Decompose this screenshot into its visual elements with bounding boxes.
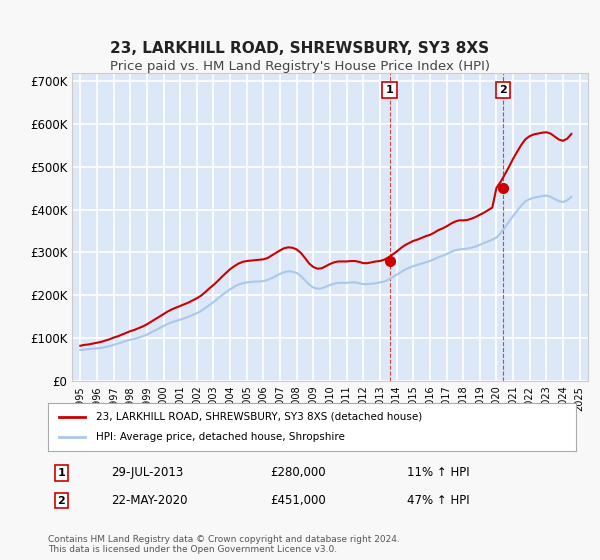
Text: 23, LARKHILL ROAD, SHREWSBURY, SY3 8XS (detached house): 23, LARKHILL ROAD, SHREWSBURY, SY3 8XS (… xyxy=(95,412,422,422)
Text: 29-JUL-2013: 29-JUL-2013 xyxy=(112,466,184,479)
Text: £451,000: £451,000 xyxy=(270,494,326,507)
Text: 1: 1 xyxy=(386,85,394,95)
Text: 22-MAY-2020: 22-MAY-2020 xyxy=(112,494,188,507)
Text: 2: 2 xyxy=(499,85,506,95)
Text: 11% ↑ HPI: 11% ↑ HPI xyxy=(407,466,470,479)
Text: Price paid vs. HM Land Registry's House Price Index (HPI): Price paid vs. HM Land Registry's House … xyxy=(110,60,490,73)
Text: 23, LARKHILL ROAD, SHREWSBURY, SY3 8XS: 23, LARKHILL ROAD, SHREWSBURY, SY3 8XS xyxy=(110,41,490,56)
Text: Contains HM Land Registry data © Crown copyright and database right 2024.
This d: Contains HM Land Registry data © Crown c… xyxy=(48,535,400,554)
Text: £280,000: £280,000 xyxy=(270,466,325,479)
Text: 2: 2 xyxy=(58,496,65,506)
Text: HPI: Average price, detached house, Shropshire: HPI: Average price, detached house, Shro… xyxy=(95,432,344,442)
Text: 47% ↑ HPI: 47% ↑ HPI xyxy=(407,494,470,507)
Text: 1: 1 xyxy=(58,468,65,478)
